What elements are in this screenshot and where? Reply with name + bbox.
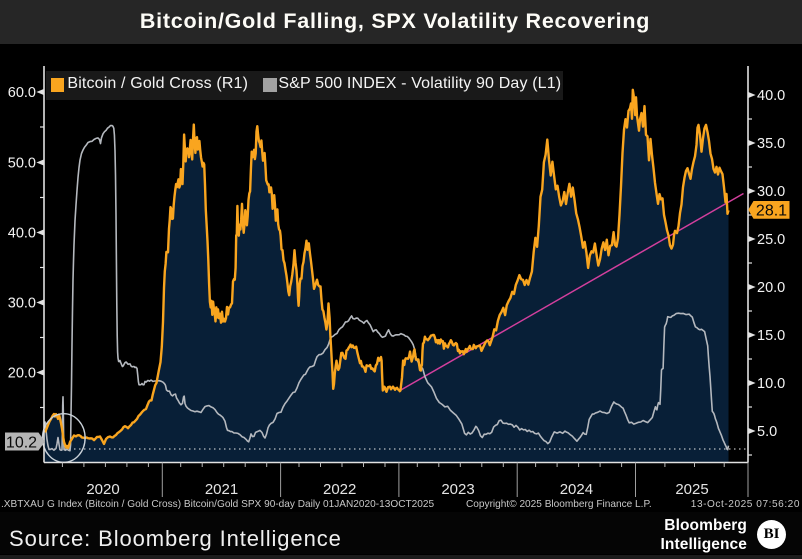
svg-text:35.0: 35.0 xyxy=(757,136,785,152)
svg-text:2024: 2024 xyxy=(560,481,593,498)
svg-text:20.0: 20.0 xyxy=(8,366,36,382)
svg-text:15.0: 15.0 xyxy=(757,328,785,344)
svg-text:50.0: 50.0 xyxy=(8,156,36,172)
svg-text:2025: 2025 xyxy=(675,481,708,498)
svg-text:2021: 2021 xyxy=(205,481,238,498)
svg-text:30.0: 30.0 xyxy=(8,296,36,312)
svg-text:28.1: 28.1 xyxy=(756,203,787,220)
svg-text:60.0: 60.0 xyxy=(8,85,36,101)
svg-text:40.0: 40.0 xyxy=(8,226,36,242)
svg-text:2023: 2023 xyxy=(441,481,474,498)
svg-text:20.0: 20.0 xyxy=(757,280,785,296)
svg-text:10.2: 10.2 xyxy=(6,434,37,451)
svg-text:40.0: 40.0 xyxy=(757,88,785,104)
svg-text:10.0: 10.0 xyxy=(757,376,785,392)
svg-text:25.0: 25.0 xyxy=(757,232,785,248)
svg-text:2022: 2022 xyxy=(323,481,356,498)
svg-text:2020: 2020 xyxy=(86,481,119,498)
svg-text:5.0: 5.0 xyxy=(757,424,777,440)
svg-text:30.0: 30.0 xyxy=(757,184,785,200)
